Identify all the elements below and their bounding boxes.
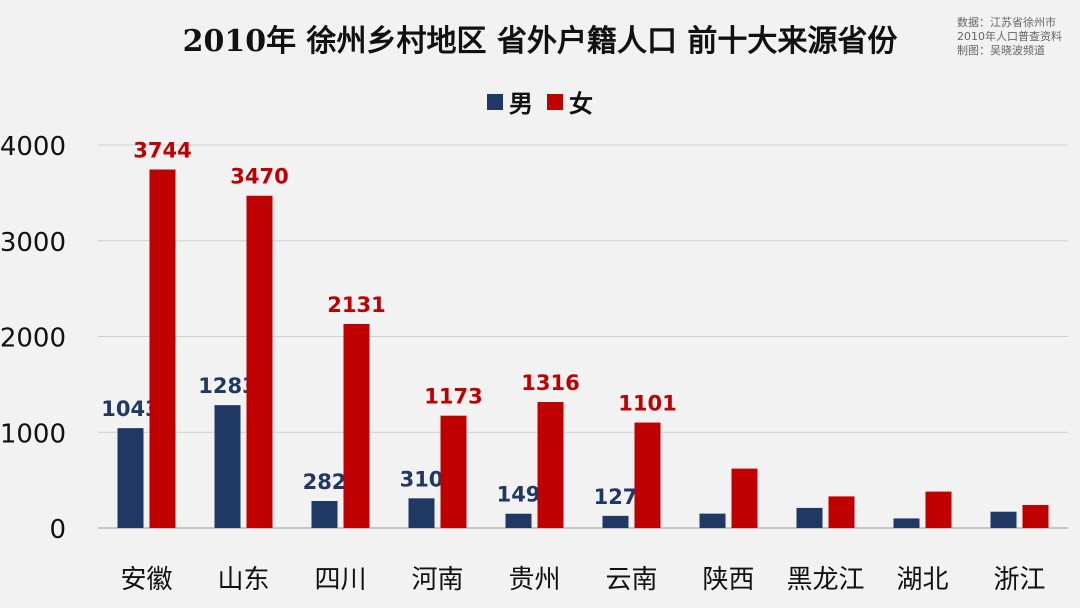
data-label-female: 2131 <box>327 293 385 317</box>
bar-female <box>343 323 370 528</box>
legend-item-female: 女 <box>547 84 593 119</box>
legend-item-male: 男 <box>487 84 533 119</box>
bar-female <box>925 491 952 528</box>
x-tick-label: 黑龙江 <box>786 565 864 595</box>
x-tick-label: 安徽 <box>120 565 172 595</box>
x-tick-label: 湖北 <box>896 565 948 595</box>
source-line-3: 制图：吴晓波频道 <box>957 44 1045 57</box>
x-tick-label: 河南 <box>411 565 463 595</box>
x-tick-label: 贵州 <box>508 565 560 595</box>
y-tick-label: 4000 <box>0 132 66 162</box>
bar-male <box>214 405 241 528</box>
legend-label-female: 女 <box>569 90 593 118</box>
data-label-female: 3470 <box>230 165 288 189</box>
bar-female <box>440 415 467 528</box>
y-tick-label: 3000 <box>0 228 66 258</box>
data-label-female: 1101 <box>618 392 676 416</box>
y-tick-label: 1000 <box>0 419 66 449</box>
bar-male <box>505 513 532 528</box>
bar-female <box>149 169 176 528</box>
y-tick-label: 2000 <box>0 324 66 354</box>
data-label-female: 3744 <box>133 139 191 163</box>
x-tick-label: 浙江 <box>993 565 1045 595</box>
data-label-male: 149 <box>497 483 541 507</box>
source-note: 数据：江苏省徐州市 2010年人口普查资料 制图：吴晓波频道 <box>957 16 1062 58</box>
x-tick-label: 四川 <box>314 565 366 595</box>
bar-male <box>699 513 726 528</box>
legend-swatch-male <box>487 93 503 110</box>
bar-female <box>828 496 855 528</box>
x-tick-label: 山东 <box>217 565 269 595</box>
bar-male <box>602 515 629 528</box>
x-tick-label: 陕西 <box>702 565 754 595</box>
bar-female <box>1022 505 1049 528</box>
bar-female <box>634 422 661 528</box>
legend-swatch-female <box>547 93 563 110</box>
data-label-male: 310 <box>400 467 444 491</box>
data-label-male: 282 <box>303 470 347 494</box>
bar-female <box>731 468 758 528</box>
legend: 男 女 <box>0 84 1080 119</box>
legend-label-male: 男 <box>509 90 533 118</box>
data-label-male: 127 <box>594 485 638 509</box>
bar-male <box>796 507 823 528</box>
y-tick-label: 0 <box>49 515 66 545</box>
bar-male <box>117 428 144 528</box>
bar-female <box>246 195 273 528</box>
bar-male <box>990 511 1017 528</box>
source-line-1: 数据：江苏省徐州市 <box>957 16 1056 29</box>
data-label-female: 1316 <box>521 371 579 395</box>
bar-male <box>311 500 338 528</box>
chart-title: 2010年 徐州乡村地区 省外户籍人口 前十大来源省份 <box>182 24 898 59</box>
x-tick-label: 云南 <box>605 565 657 595</box>
data-label-female: 1173 <box>424 385 482 409</box>
bar-male <box>893 518 920 528</box>
bar-female <box>537 401 564 528</box>
source-line-2: 2010年人口普查资料 <box>957 30 1062 43</box>
bar-male <box>408 498 435 528</box>
